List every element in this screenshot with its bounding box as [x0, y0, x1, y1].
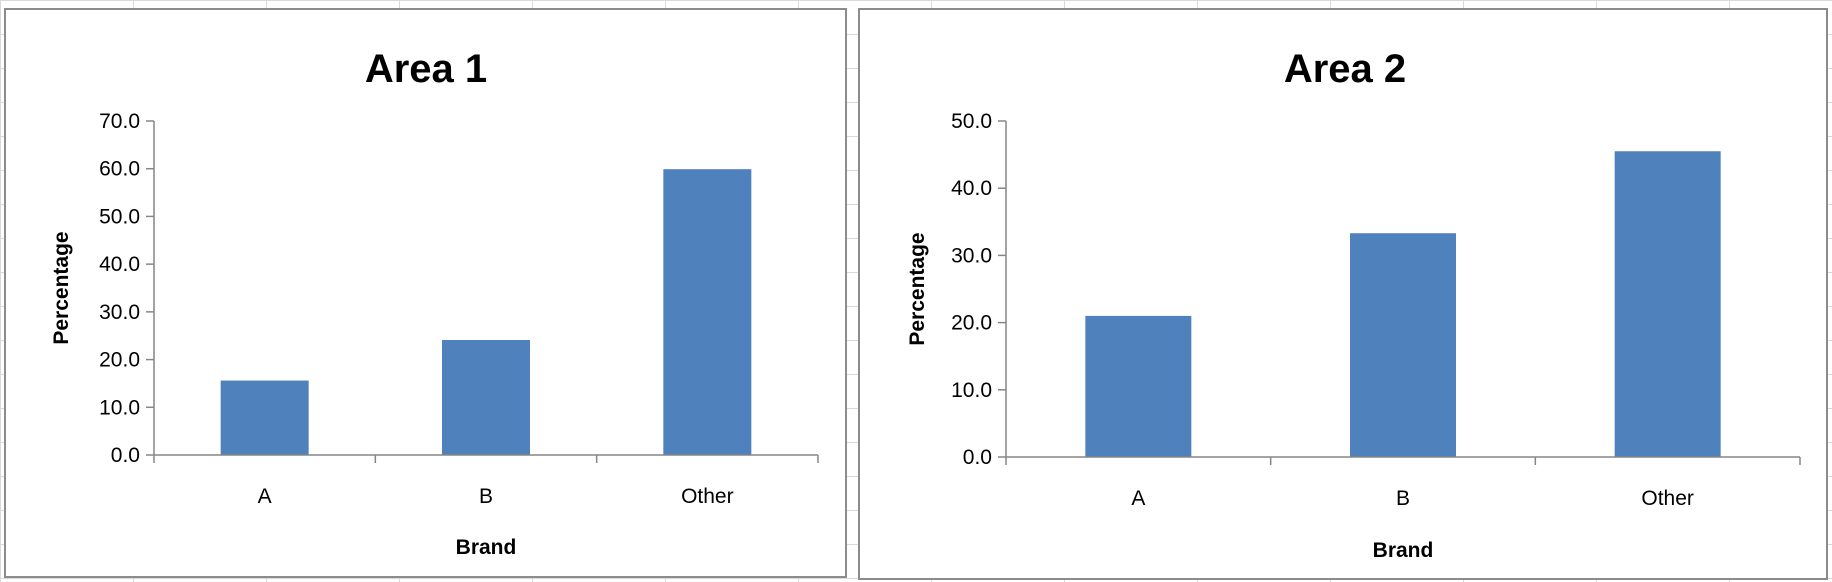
y-axis-title: Percentage	[906, 232, 929, 345]
y-tick-label: 20.0	[951, 312, 992, 335]
chart-area-2-svg: Area 2 0.0 10.0 20.0 30.0 40.0 50.0 A B Other Bran…	[906, 47, 1801, 562]
y-tick-label: 50.0	[99, 205, 140, 228]
chart-area-2: Area 2 0.0 10.0 20.0 30.0 40.0 50.0 A B Other Bran…	[858, 8, 1828, 580]
chart-title: Area 1	[365, 47, 487, 91]
x-axis-title: Brand	[456, 536, 517, 559]
x-tick-label: Other	[681, 485, 734, 508]
bar-a	[1085, 315, 1192, 457]
y-tick-label: 60.0	[99, 158, 140, 181]
bar-b	[1350, 233, 1456, 457]
y-tick-label: 30.0	[99, 301, 140, 324]
x-tick-label: B	[1396, 487, 1410, 510]
x-tick-label: B	[479, 485, 493, 508]
x-tick-label: Other	[1641, 487, 1694, 510]
y-tick-label: 10.0	[951, 379, 992, 402]
bar-b	[442, 340, 530, 455]
bar-a	[220, 380, 309, 455]
x-tick-label: A	[258, 485, 272, 508]
x-axis-title: Brand	[1373, 539, 1434, 562]
bar-other	[663, 169, 752, 456]
y-tick-label: 10.0	[99, 396, 140, 419]
y-tick-label: 40.0	[99, 253, 140, 276]
y-tick-label: 0.0	[963, 446, 992, 469]
y-tick-label: 70.0	[99, 110, 140, 133]
x-tick-label: A	[1131, 487, 1145, 510]
chart-title: Area 2	[1284, 47, 1406, 91]
chart-area-1: Area 1 0.0 10.0 20.0 30.0 40.0 50.0 60.0 70.0 A B O…	[4, 8, 847, 578]
y-tick-label: 0.0	[111, 444, 140, 467]
y-axis-title: Percentage	[50, 231, 73, 344]
y-tick-label: 20.0	[99, 349, 140, 372]
y-tick-label: 30.0	[951, 244, 992, 267]
y-tick-label: 40.0	[951, 177, 992, 200]
y-tick-label: 50.0	[951, 110, 992, 133]
bar-other	[1614, 151, 1721, 458]
chart-area-1-svg: Area 1 0.0 10.0 20.0 30.0 40.0 50.0 60.0 70.0 A B O…	[50, 47, 819, 559]
